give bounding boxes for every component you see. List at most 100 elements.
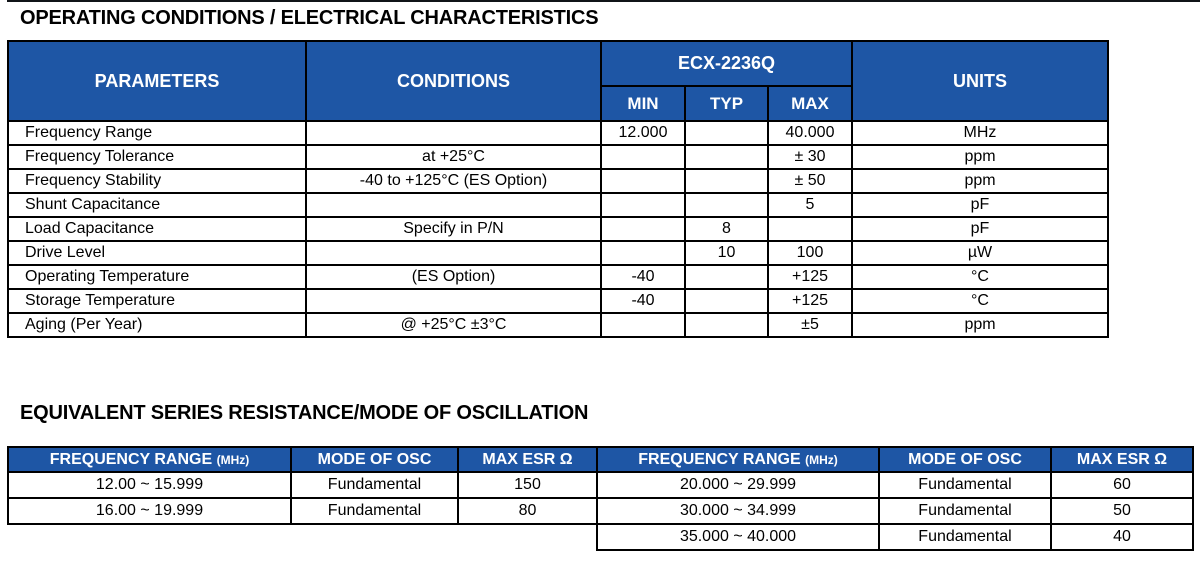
units-cell: pF	[851, 216, 1109, 242]
max-cell: 5	[767, 192, 853, 218]
table-row: Storage Temperature -40 +125 °C	[7, 288, 1109, 314]
section-title-operating-conditions: OPERATING CONDITIONS / ELECTRICAL CHARAC…	[20, 7, 599, 29]
typ-cell	[684, 288, 769, 314]
col-header-min: MIN	[600, 85, 686, 122]
condition-cell: Specify in P/N	[305, 216, 602, 242]
section-title-esr-mode: EQUIVALENT SERIES RESISTANCE/MODE OF OSC…	[20, 402, 589, 424]
mode-cell: Fundamental	[290, 471, 459, 499]
typ-cell	[684, 168, 769, 194]
units-cell: °C	[851, 264, 1109, 290]
condition-cell: (ES Option)	[305, 264, 602, 290]
units-cell: ppm	[851, 168, 1109, 194]
table-row: Frequency Range 12.000 40.000 MHz	[7, 120, 1109, 146]
max-cell: ± 50	[767, 168, 853, 194]
esr-table-right: FREQUENCY RANGE (MHz) MODE OF OSC MAX ES…	[596, 446, 1194, 551]
col-header-max-esr: MAX ESR Ω	[457, 446, 598, 473]
esr-table-left: FREQUENCY RANGE (MHz) MODE OF OSC MAX ES…	[7, 446, 598, 525]
freq-range-cell: 12.00 ~ 15.999	[7, 471, 292, 499]
max-cell: 100	[767, 240, 853, 266]
max-cell: +125	[767, 288, 853, 314]
min-cell	[600, 240, 686, 266]
esr-cell: 50	[1050, 497, 1194, 525]
freq-range-cell: 16.00 ~ 19.999	[7, 497, 292, 525]
parameter-cell: Operating Temperature	[7, 264, 307, 290]
units-cell: µW	[851, 240, 1109, 266]
table-row: 12.00 ~ 15.999 Fundamental 150	[7, 471, 598, 499]
min-cell	[600, 216, 686, 242]
table-row: Load Capacitance Specify in P/N 8 pF	[7, 216, 1109, 242]
col-header-frequency-range: FREQUENCY RANGE (MHz)	[596, 446, 880, 473]
parameter-cell: Drive Level	[7, 240, 307, 266]
parameter-cell: Frequency Tolerance	[7, 144, 307, 170]
mode-cell: Fundamental	[878, 497, 1052, 525]
max-cell: ±5	[767, 312, 853, 338]
table-row: 35.000 ~ 40.000 Fundamental 40	[596, 523, 1194, 551]
mode-cell: Fundamental	[290, 497, 459, 525]
parameter-cell: Shunt Capacitance	[7, 192, 307, 218]
header-row-sub: MIN TYP MAX	[8, 85, 1108, 122]
parameter-cell: Frequency Range	[7, 120, 307, 146]
min-cell: -40	[600, 288, 686, 314]
table-row: Shunt Capacitance 5 pF	[7, 192, 1109, 218]
table-row: 16.00 ~ 19.999 Fundamental 80	[7, 497, 598, 525]
col-header-frequency-range: FREQUENCY RANGE (MHz)	[7, 446, 292, 473]
units-cell: ppm	[851, 144, 1109, 170]
col-header-typ: TYP	[684, 85, 769, 122]
typ-cell	[684, 264, 769, 290]
col-header-mode-of-osc: MODE OF OSC	[290, 446, 459, 473]
min-cell	[600, 312, 686, 338]
min-cell	[600, 144, 686, 170]
header-row-top: PARAMETERS CONDITIONS ECX-2236Q UNITS	[7, 40, 1109, 122]
mode-cell: Fundamental	[878, 523, 1052, 551]
esr-cell: 80	[457, 497, 598, 525]
header-row: FREQUENCY RANGE (MHz) MODE OF OSC MAX ES…	[7, 446, 598, 473]
parameter-cell: Aging (Per Year)	[7, 312, 307, 338]
max-cell: ± 30	[767, 144, 853, 170]
freq-range-label: FREQUENCY RANGE	[638, 450, 806, 468]
typ-cell	[684, 144, 769, 170]
typ-cell	[684, 312, 769, 338]
esr-tables-container: FREQUENCY RANGE (MHz) MODE OF OSC MAX ES…	[7, 446, 1194, 551]
cropped-frame-edge	[7, 0, 1200, 2]
parameter-cell: Storage Temperature	[7, 288, 307, 314]
units-cell: MHz	[851, 120, 1109, 146]
table-row: Frequency Stability -40 to +125°C (ES Op…	[7, 168, 1109, 194]
col-header-parameters: PARAMETERS	[7, 40, 307, 122]
table-row: Aging (Per Year) @ +25°C ±3°C ±5 ppm	[7, 312, 1109, 338]
condition-cell: at +25°C	[305, 144, 602, 170]
units-cell: pF	[851, 192, 1109, 218]
freq-range-cell: 30.000 ~ 34.999	[596, 497, 880, 525]
freq-unit-label: (MHz)	[216, 452, 250, 467]
typ-cell	[684, 192, 769, 218]
min-cell: 12.000	[600, 120, 686, 146]
col-header-max: MAX	[767, 85, 853, 122]
table-row: 20.000 ~ 29.999 Fundamental 60	[596, 471, 1194, 499]
col-header-mode-of-osc: MODE OF OSC	[878, 446, 1052, 473]
table-row: 30.000 ~ 34.999 Fundamental 50	[596, 497, 1194, 525]
esr-cell: 60	[1050, 471, 1194, 499]
table-row: Frequency Tolerance at +25°C ± 30 ppm	[7, 144, 1109, 170]
units-cell: °C	[851, 288, 1109, 314]
min-cell	[600, 192, 686, 218]
max-cell: +125	[767, 264, 853, 290]
condition-cell	[305, 120, 602, 146]
electrical-characteristics-table: PARAMETERS CONDITIONS ECX-2236Q UNITS MI…	[7, 40, 1109, 338]
min-cell	[600, 168, 686, 194]
col-header-conditions: CONDITIONS	[305, 40, 602, 122]
condition-cell: -40 to +125°C (ES Option)	[305, 168, 602, 194]
esr-cell: 150	[457, 471, 598, 499]
col-header-units: UNITS	[851, 40, 1109, 122]
condition-cell	[305, 192, 602, 218]
freq-range-label: FREQUENCY RANGE	[49, 450, 217, 468]
condition-cell: @ +25°C ±3°C	[305, 312, 602, 338]
typ-cell: 10	[684, 240, 769, 266]
typ-cell: 8	[684, 216, 769, 242]
min-cell: -40	[600, 264, 686, 290]
freq-range-cell: 35.000 ~ 40.000	[596, 523, 880, 551]
typ-cell	[684, 120, 769, 146]
esr-cell: 40	[1050, 523, 1194, 551]
parameter-cell: Load Capacitance	[7, 216, 307, 242]
max-cell: 40.000	[767, 120, 853, 146]
parameter-cell: Frequency Stability	[7, 168, 307, 194]
freq-range-cell: 20.000 ~ 29.999	[596, 471, 880, 499]
